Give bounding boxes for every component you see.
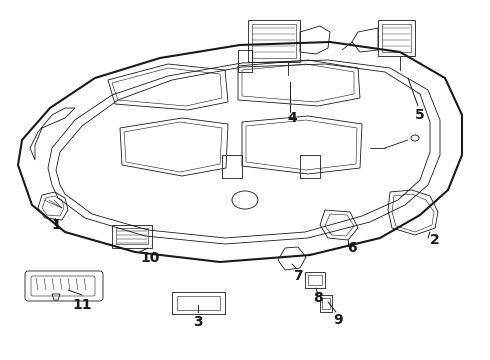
- Text: 10: 10: [140, 251, 160, 265]
- Text: 9: 9: [333, 313, 343, 327]
- Text: 1: 1: [51, 218, 61, 232]
- Text: 3: 3: [193, 315, 203, 329]
- Text: 2: 2: [430, 233, 440, 247]
- Text: 5: 5: [415, 108, 425, 122]
- Text: 11: 11: [72, 298, 92, 312]
- Text: 7: 7: [293, 269, 303, 283]
- Text: 6: 6: [347, 241, 357, 255]
- Text: 4: 4: [287, 111, 297, 125]
- Text: 8: 8: [313, 291, 323, 305]
